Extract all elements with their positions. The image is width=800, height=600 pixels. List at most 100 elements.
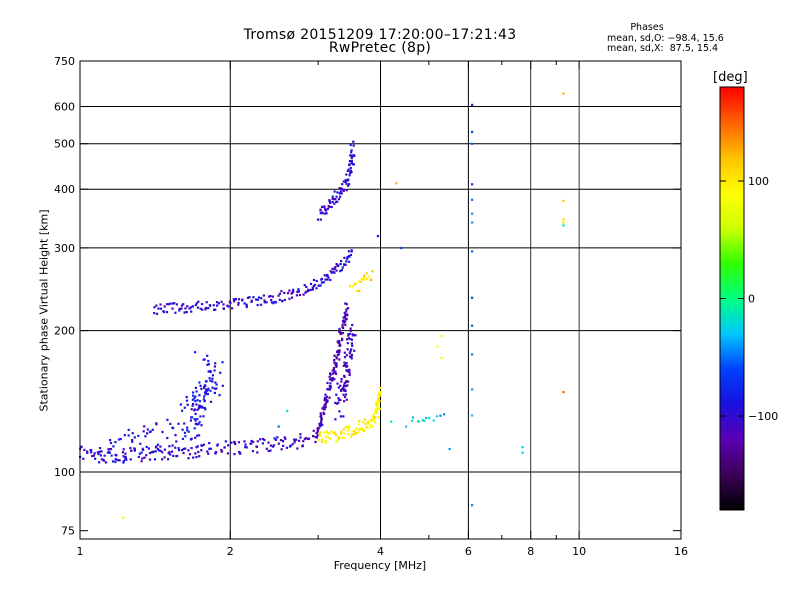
- trace-point: [320, 417, 323, 420]
- trace-point: [243, 302, 246, 305]
- trace-point: [197, 300, 200, 303]
- trace-point: [364, 422, 367, 425]
- trace-point: [338, 358, 341, 361]
- trace-point: [379, 387, 382, 390]
- trace-point: [209, 400, 213, 403]
- trace-point: [296, 447, 299, 450]
- trace-point: [202, 415, 205, 418]
- trace-point: [204, 393, 207, 396]
- trace-point: [423, 419, 426, 422]
- trace-point: [350, 159, 353, 162]
- trace-point: [83, 448, 86, 451]
- trace-point: [301, 444, 304, 447]
- x-tick-label: 6: [465, 545, 472, 558]
- trace-point: [199, 415, 202, 418]
- trace-point: [106, 451, 109, 454]
- trace-point: [324, 440, 327, 443]
- data-point: [376, 235, 379, 238]
- trace-point: [147, 447, 150, 450]
- trace-point: [378, 391, 381, 394]
- trace-point: [332, 366, 335, 370]
- trace-point: [199, 307, 202, 310]
- trace-point: [348, 160, 351, 163]
- trace-point: [159, 303, 162, 306]
- trace-point: [315, 436, 318, 439]
- trace-point: [213, 369, 216, 372]
- trace-point: [263, 438, 266, 442]
- trace-point: [324, 441, 327, 444]
- trace-point: [343, 263, 346, 266]
- trace-point: [333, 354, 336, 357]
- data-point: [562, 221, 565, 224]
- trace-point: [256, 451, 259, 454]
- trace-point: [122, 461, 125, 464]
- trace-point: [340, 192, 343, 195]
- trace-point: [333, 361, 336, 364]
- trace-point: [276, 436, 279, 439]
- trace-point: [194, 412, 197, 415]
- trace-point: [109, 439, 112, 442]
- trace-point: [360, 427, 364, 430]
- trace-point: [354, 334, 357, 337]
- trace-point: [344, 302, 347, 305]
- trace-point: [333, 271, 336, 274]
- trace-point: [339, 195, 342, 198]
- trace-point: [370, 420, 373, 423]
- trace-point: [171, 307, 174, 310]
- trace-point: [109, 448, 113, 451]
- trace-point: [133, 449, 136, 452]
- trace-point: [198, 381, 201, 384]
- trace-point: [350, 338, 354, 341]
- trace-point: [421, 419, 424, 422]
- trace-point: [337, 437, 340, 440]
- trace-point: [347, 370, 350, 373]
- trace-point: [173, 302, 176, 305]
- data-point: [286, 409, 289, 412]
- trace-point: [337, 401, 340, 404]
- trace-point: [345, 182, 348, 185]
- trace-point: [342, 436, 345, 440]
- trace-point: [343, 311, 346, 314]
- trace-point: [377, 394, 380, 397]
- trace-point: [343, 395, 347, 399]
- trace-point: [314, 435, 317, 439]
- trace-point: [322, 411, 325, 414]
- trace-point: [169, 302, 172, 305]
- trace-point: [338, 349, 341, 352]
- trace-point: [336, 191, 339, 194]
- trace-point: [200, 449, 203, 452]
- trace-point: [121, 451, 124, 454]
- trace-point: [99, 447, 102, 450]
- trace-point: [109, 441, 113, 445]
- trace-point: [312, 429, 315, 432]
- x-tick-label: 16: [674, 545, 688, 558]
- trace-point: [273, 300, 276, 303]
- trace-point: [344, 385, 347, 388]
- trace-point: [333, 431, 336, 434]
- trace-point: [312, 435, 315, 438]
- trace-point: [294, 439, 297, 442]
- trace-point: [351, 163, 354, 166]
- trace-point: [283, 298, 286, 302]
- trace-point: [157, 449, 161, 452]
- colorbar: 100 0 −100: [719, 86, 778, 511]
- trace-point: [96, 451, 99, 454]
- trace-point: [118, 459, 121, 462]
- trace-point: [286, 292, 290, 295]
- trace-point: [171, 444, 174, 447]
- trace-point: [124, 452, 127, 455]
- trace-point: [317, 439, 320, 442]
- trace-point: [295, 294, 298, 297]
- trace-point: [331, 200, 334, 204]
- trace-point: [345, 260, 348, 263]
- trace-point: [343, 382, 346, 385]
- trace-point: [196, 434, 199, 437]
- trace-point: [342, 415, 345, 418]
- trace-point: [315, 279, 318, 283]
- trace-point: [273, 437, 276, 440]
- trace-point: [127, 434, 130, 437]
- trace-point: [347, 427, 350, 430]
- trace-point: [207, 370, 210, 373]
- trace-point: [257, 296, 261, 299]
- trace-point: [205, 301, 208, 304]
